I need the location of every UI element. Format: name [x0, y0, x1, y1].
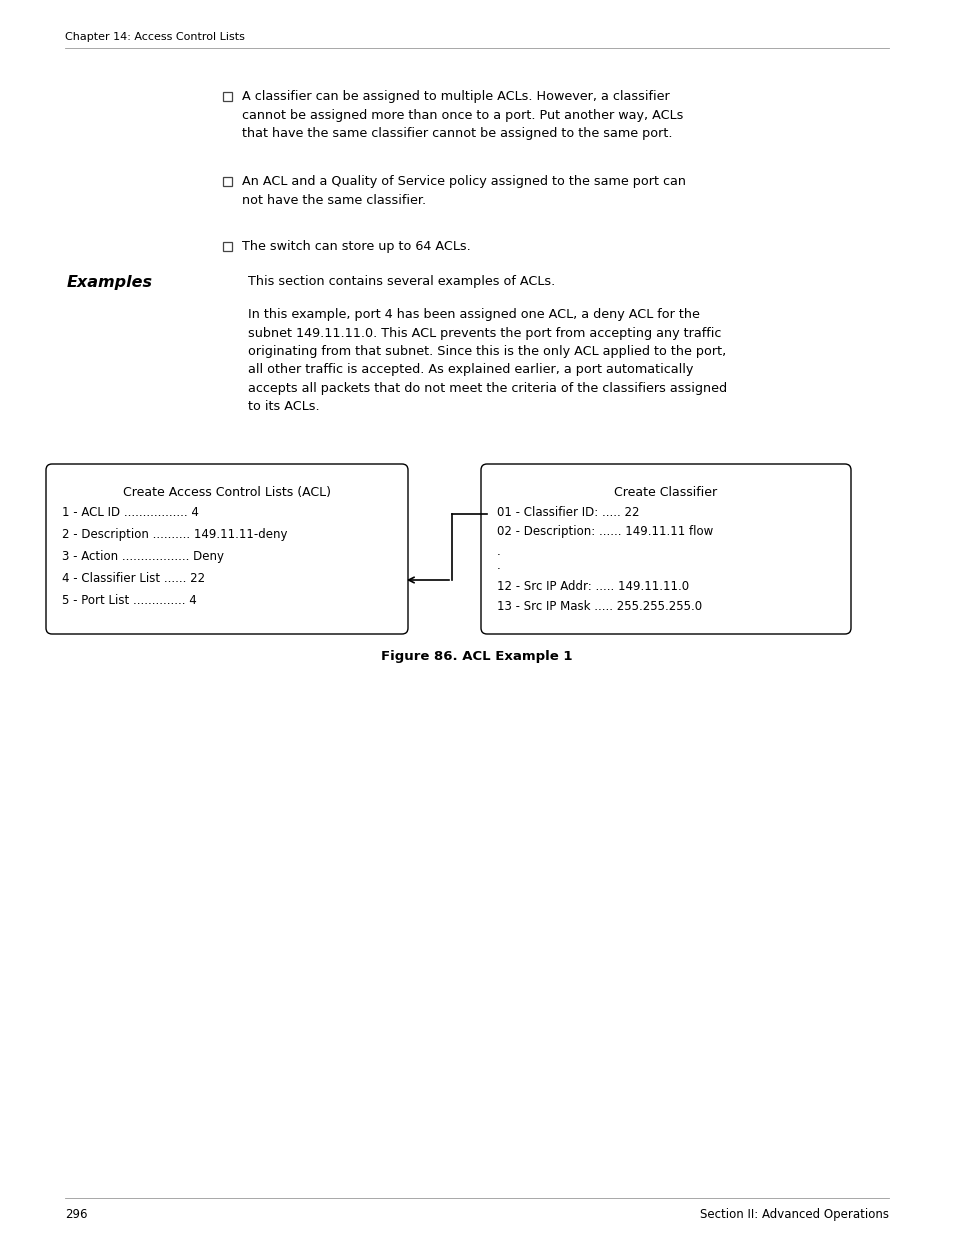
Text: 12 - Src IP Addr: ..... 149.11.11.0: 12 - Src IP Addr: ..... 149.11.11.0: [497, 580, 688, 593]
Text: 4 - Classifier List ...... 22: 4 - Classifier List ...... 22: [62, 572, 205, 585]
Text: Section II: Advanced Operations: Section II: Advanced Operations: [700, 1208, 888, 1221]
Text: An ACL and a Quality of Service policy assigned to the same port can
not have th: An ACL and a Quality of Service policy a…: [242, 175, 685, 206]
Text: The switch can store up to 64 ACLs.: The switch can store up to 64 ACLs.: [242, 240, 470, 253]
Text: Create Classifier: Create Classifier: [614, 487, 717, 499]
Text: 13 - Src IP Mask ..... 255.255.255.0: 13 - Src IP Mask ..... 255.255.255.0: [497, 600, 701, 613]
Text: This section contains several examples of ACLs.: This section contains several examples o…: [248, 275, 555, 288]
FancyBboxPatch shape: [480, 464, 850, 634]
Text: 1 - ACL ID ................. 4: 1 - ACL ID ................. 4: [62, 506, 198, 519]
Bar: [223, 242, 232, 251]
Text: 02 - Description: ...... 149.11.11 flow: 02 - Description: ...... 149.11.11 flow: [497, 525, 713, 538]
Text: A classifier can be assigned to multiple ACLs. However, a classifier
cannot be a: A classifier can be assigned to multiple…: [242, 90, 682, 140]
Bar: [223, 177, 232, 186]
Text: 2 - Description .......... 149.11.11-deny: 2 - Description .......... 149.11.11-den…: [62, 529, 287, 541]
Text: 3 - Action .................. Deny: 3 - Action .................. Deny: [62, 550, 224, 563]
Text: Create Access Control Lists (ACL): Create Access Control Lists (ACL): [123, 487, 331, 499]
Text: Examples: Examples: [67, 275, 152, 290]
Bar: [223, 91, 232, 101]
FancyBboxPatch shape: [46, 464, 408, 634]
Text: 01 - Classifier ID: ..... 22: 01 - Classifier ID: ..... 22: [497, 506, 639, 519]
Text: Chapter 14: Access Control Lists: Chapter 14: Access Control Lists: [65, 32, 245, 42]
Text: .: .: [497, 559, 500, 572]
Text: Figure 86. ACL Example 1: Figure 86. ACL Example 1: [381, 650, 572, 663]
Text: 296: 296: [65, 1208, 88, 1221]
Text: 5 - Port List .............. 4: 5 - Port List .............. 4: [62, 594, 196, 606]
Text: In this example, port 4 has been assigned one ACL, a deny ACL for the
subnet 149: In this example, port 4 has been assigne…: [248, 308, 726, 414]
Text: .: .: [497, 545, 500, 558]
